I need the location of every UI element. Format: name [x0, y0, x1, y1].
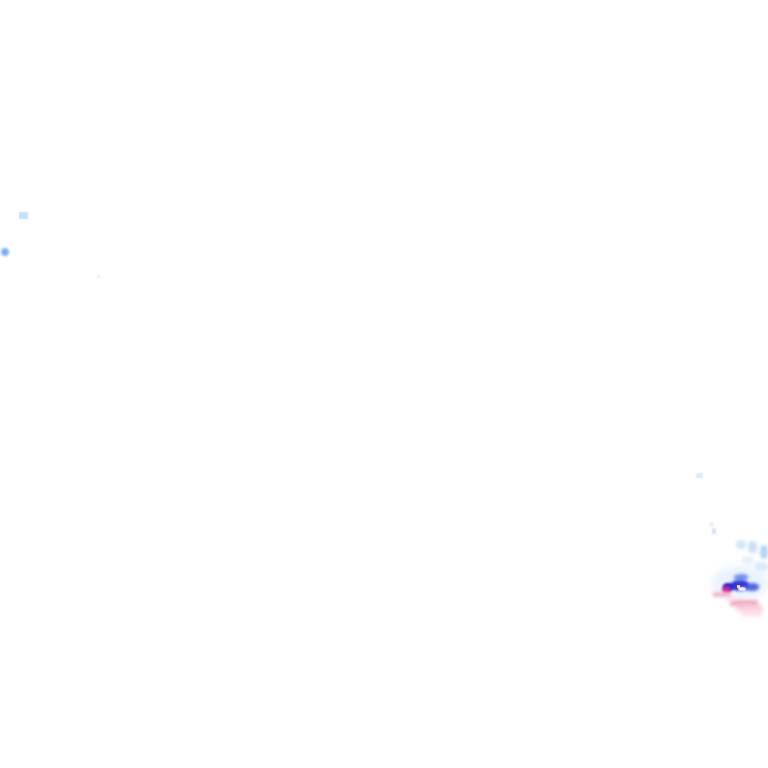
- blue-arc: [734, 574, 748, 581]
- royal-blue-tail: [745, 583, 759, 591]
- pink-streak: [713, 592, 731, 597]
- pale-blue-speck: [19, 212, 28, 219]
- light-blue-wisp: [760, 545, 768, 559]
- pale-blue-halo: [712, 566, 768, 600]
- white-highlight: [738, 587, 746, 591]
- pale-blue-wisp: [696, 473, 703, 478]
- yellow-pixel: [737, 585, 740, 588]
- deep-blue-core: [731, 580, 749, 591]
- light-blue-wisp: [748, 541, 757, 553]
- pale-pink-wisp: [725, 597, 735, 601]
- pale-blue-speck: [712, 528, 716, 534]
- pale-blue-wisp: [742, 556, 754, 564]
- pale-pink-tail: [742, 610, 762, 616]
- deep-blue-core: [723, 583, 734, 591]
- pink-streak: [736, 605, 762, 611]
- light-blue-wisp: [736, 540, 746, 549]
- pale-blue-speck: [709, 522, 714, 527]
- faint-grey-speck: [97, 275, 100, 278]
- pale-blue-wisp: [754, 562, 768, 571]
- pink-streak: [730, 600, 758, 606]
- blue-dot: [1, 248, 9, 256]
- magenta-blob: [722, 586, 731, 593]
